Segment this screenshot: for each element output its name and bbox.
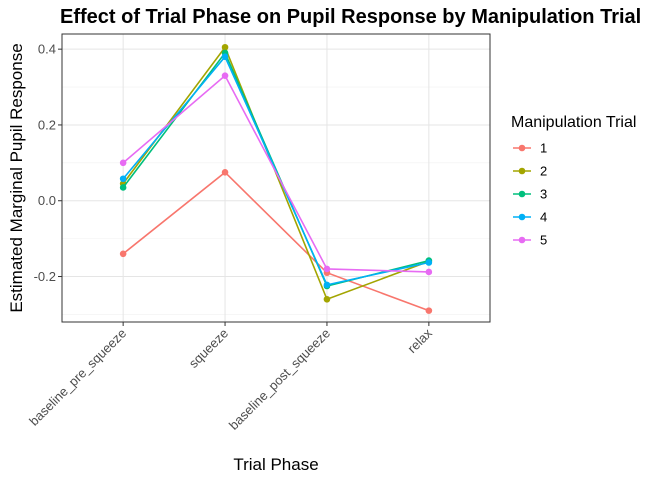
- legend-label: 2: [540, 164, 547, 179]
- chart-title: Effect of Trial Phase on Pupil Response …: [60, 6, 641, 28]
- legend-key-point: [518, 190, 526, 198]
- data-point: [221, 43, 229, 51]
- legend-label: 5: [540, 233, 547, 248]
- data-point: [425, 268, 433, 276]
- y-tick-labels: -0.2 0.0 0.2 0.4: [34, 42, 62, 284]
- data-point: [221, 53, 229, 61]
- data-point: [425, 259, 433, 266]
- x-tick-label: relax: [404, 325, 435, 356]
- data-point: [119, 250, 127, 258]
- x-tick-labels: baseline_pre_squeeze squeezebaseline_post…: [26, 322, 435, 433]
- legend-item-2: 2: [513, 164, 547, 179]
- plot-panel: [61, 33, 491, 323]
- y-tick-label: 0.4: [38, 42, 56, 57]
- legend-key-point: [518, 236, 526, 244]
- data-point: [119, 175, 127, 183]
- legend-label: 3: [540, 187, 547, 202]
- data-point: [119, 184, 127, 191]
- x-axis-title: Trial Phase: [233, 455, 318, 474]
- x-tick-label: baseline_pre_squeeze: [26, 326, 129, 429]
- legend-title: Manipulation Trial: [511, 114, 636, 131]
- legend-label: 1: [540, 141, 547, 156]
- legend-key-point: [518, 144, 526, 152]
- panel-border: [61, 33, 491, 323]
- panel-background: [62, 34, 490, 322]
- legend-item-3: 3: [513, 187, 547, 202]
- legend-key-point: [518, 213, 526, 221]
- y-tick-label: 0.2: [38, 117, 56, 132]
- legend-items: 1 2 3 4 5: [513, 141, 547, 248]
- x-tick-label: squeeze: [186, 326, 231, 371]
- legend-item-1: 1: [513, 141, 547, 156]
- data-point: [323, 295, 331, 303]
- data-point: [221, 72, 229, 79]
- legend-key-point: [518, 167, 526, 175]
- legend-label: 4: [540, 210, 547, 225]
- data-point: [221, 169, 229, 176]
- y-tick-label: 0.0: [38, 193, 56, 208]
- data-point: [323, 265, 331, 273]
- legend: Manipulation Trial 1 2 3 4 5: [511, 114, 636, 248]
- x-tick-label: baseline_post_squeeze: [226, 326, 333, 433]
- series-line: [122, 171, 430, 312]
- y-tick-label: -0.2: [34, 269, 56, 284]
- series-layer: [119, 43, 433, 314]
- series-5: [119, 72, 433, 276]
- data-point: [119, 159, 127, 167]
- legend-item-4: 4: [513, 210, 547, 225]
- series-line: [122, 74, 429, 273]
- data-point: [425, 307, 433, 314]
- data-point: [323, 281, 331, 289]
- legend-item-5: 5: [513, 233, 547, 248]
- y-axis-title: Estimated Marginal Pupil Response: [7, 43, 26, 312]
